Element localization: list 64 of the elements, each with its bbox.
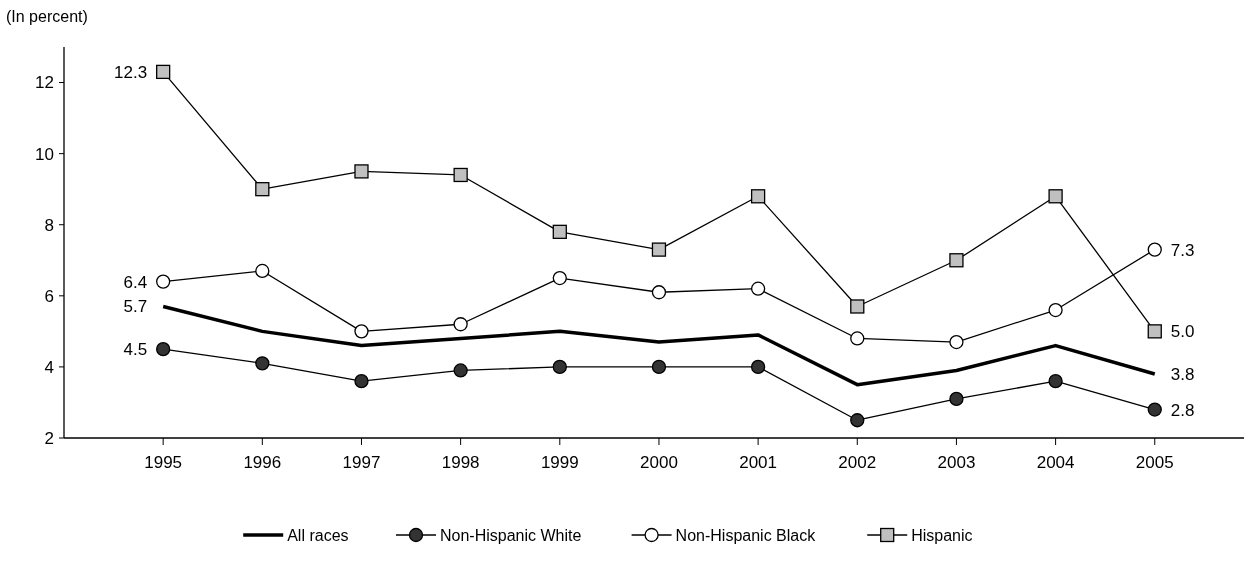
x-tick-label: 2001 bbox=[739, 453, 778, 472]
point bbox=[750, 359, 766, 375]
point bbox=[850, 413, 865, 428]
y-tick-label: 10 bbox=[35, 144, 54, 164]
legend-label: All races bbox=[287, 526, 349, 544]
point bbox=[949, 391, 964, 407]
point bbox=[651, 285, 667, 300]
line-series bbox=[161, 304, 1157, 387]
point bbox=[949, 334, 964, 350]
data-label: 4.5 bbox=[123, 340, 148, 360]
point bbox=[949, 253, 964, 268]
y-tick-label: 6 bbox=[44, 286, 54, 306]
data-label: 3.8 bbox=[1170, 364, 1195, 384]
point bbox=[1147, 402, 1162, 417]
point bbox=[651, 359, 667, 375]
point bbox=[552, 359, 567, 375]
point bbox=[156, 64, 171, 80]
x-tick-label: 2005 bbox=[1135, 453, 1174, 472]
point bbox=[750, 189, 766, 204]
point bbox=[156, 274, 171, 289]
point bbox=[453, 167, 468, 183]
point bbox=[255, 356, 270, 371]
legend-label: Hispanic bbox=[911, 526, 973, 544]
legend-label: Non-Hispanic Black bbox=[675, 526, 817, 544]
point bbox=[1048, 302, 1063, 318]
point bbox=[850, 299, 865, 314]
y-tick-label: 4 bbox=[44, 357, 54, 377]
x-tick-label: 2003 bbox=[937, 453, 976, 472]
point bbox=[552, 224, 567, 239]
x-tick-label: 2000 bbox=[640, 453, 678, 472]
data-label: 5.7 bbox=[123, 297, 148, 317]
point bbox=[255, 263, 270, 279]
point bbox=[850, 331, 865, 346]
point bbox=[1147, 324, 1162, 339]
point bbox=[354, 164, 369, 179]
point bbox=[651, 242, 667, 257]
legend-label: Non-Hispanic White bbox=[440, 526, 582, 544]
point bbox=[156, 341, 171, 357]
y-tick-label: 12 bbox=[35, 73, 54, 93]
point bbox=[255, 182, 270, 197]
y-tick-label: 2 bbox=[44, 428, 54, 448]
point bbox=[1147, 242, 1162, 257]
point bbox=[354, 373, 369, 389]
x-tick-label: 1997 bbox=[342, 453, 381, 472]
x-tick-label: 1998 bbox=[441, 453, 480, 472]
point bbox=[750, 281, 766, 296]
y-axis-title: (In percent) bbox=[6, 8, 88, 25]
point bbox=[552, 270, 567, 286]
data-label: 6.4 bbox=[123, 272, 148, 292]
point bbox=[1048, 189, 1063, 204]
x-tick-label: 1995 bbox=[144, 453, 183, 472]
x-tick-label: 1996 bbox=[243, 453, 282, 472]
x-tick-label: 2004 bbox=[1036, 453, 1075, 472]
y-tick-label: 8 bbox=[44, 215, 54, 235]
x-tick-label: 2002 bbox=[838, 453, 877, 472]
data-label: 7.3 bbox=[1170, 240, 1195, 260]
data-label: 5.0 bbox=[1170, 322, 1195, 342]
data-label: 2.8 bbox=[1170, 400, 1195, 420]
point bbox=[1048, 373, 1063, 389]
data-label: 12.3 bbox=[114, 62, 148, 82]
point bbox=[453, 317, 468, 332]
x-tick-label: 1999 bbox=[540, 453, 579, 472]
point bbox=[354, 324, 369, 339]
point bbox=[453, 363, 468, 378]
